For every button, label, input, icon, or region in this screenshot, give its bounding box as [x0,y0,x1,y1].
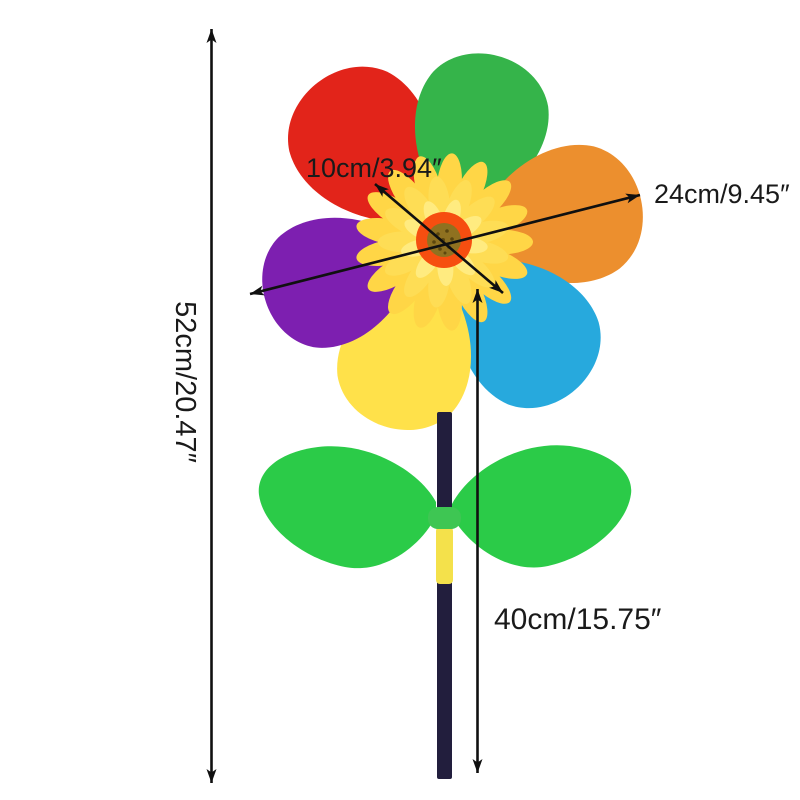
dimension-lines [206,29,641,783]
pole-yellow-segment [436,527,453,584]
label-flower-center: 10cm/3.94″ [306,153,442,183]
pole-stick [437,412,452,779]
label-total-height: 52cm/20.47″ [169,301,201,463]
label-wheel-diameter: 24cm/9.45″ [654,179,790,209]
leaf-right [452,445,632,568]
leaf-left [258,446,436,569]
dimension-line-wheel [249,193,641,296]
pole-clip [428,507,461,529]
leaves [258,445,632,569]
label-pole-height: 40cm/15.75″ [494,603,662,636]
